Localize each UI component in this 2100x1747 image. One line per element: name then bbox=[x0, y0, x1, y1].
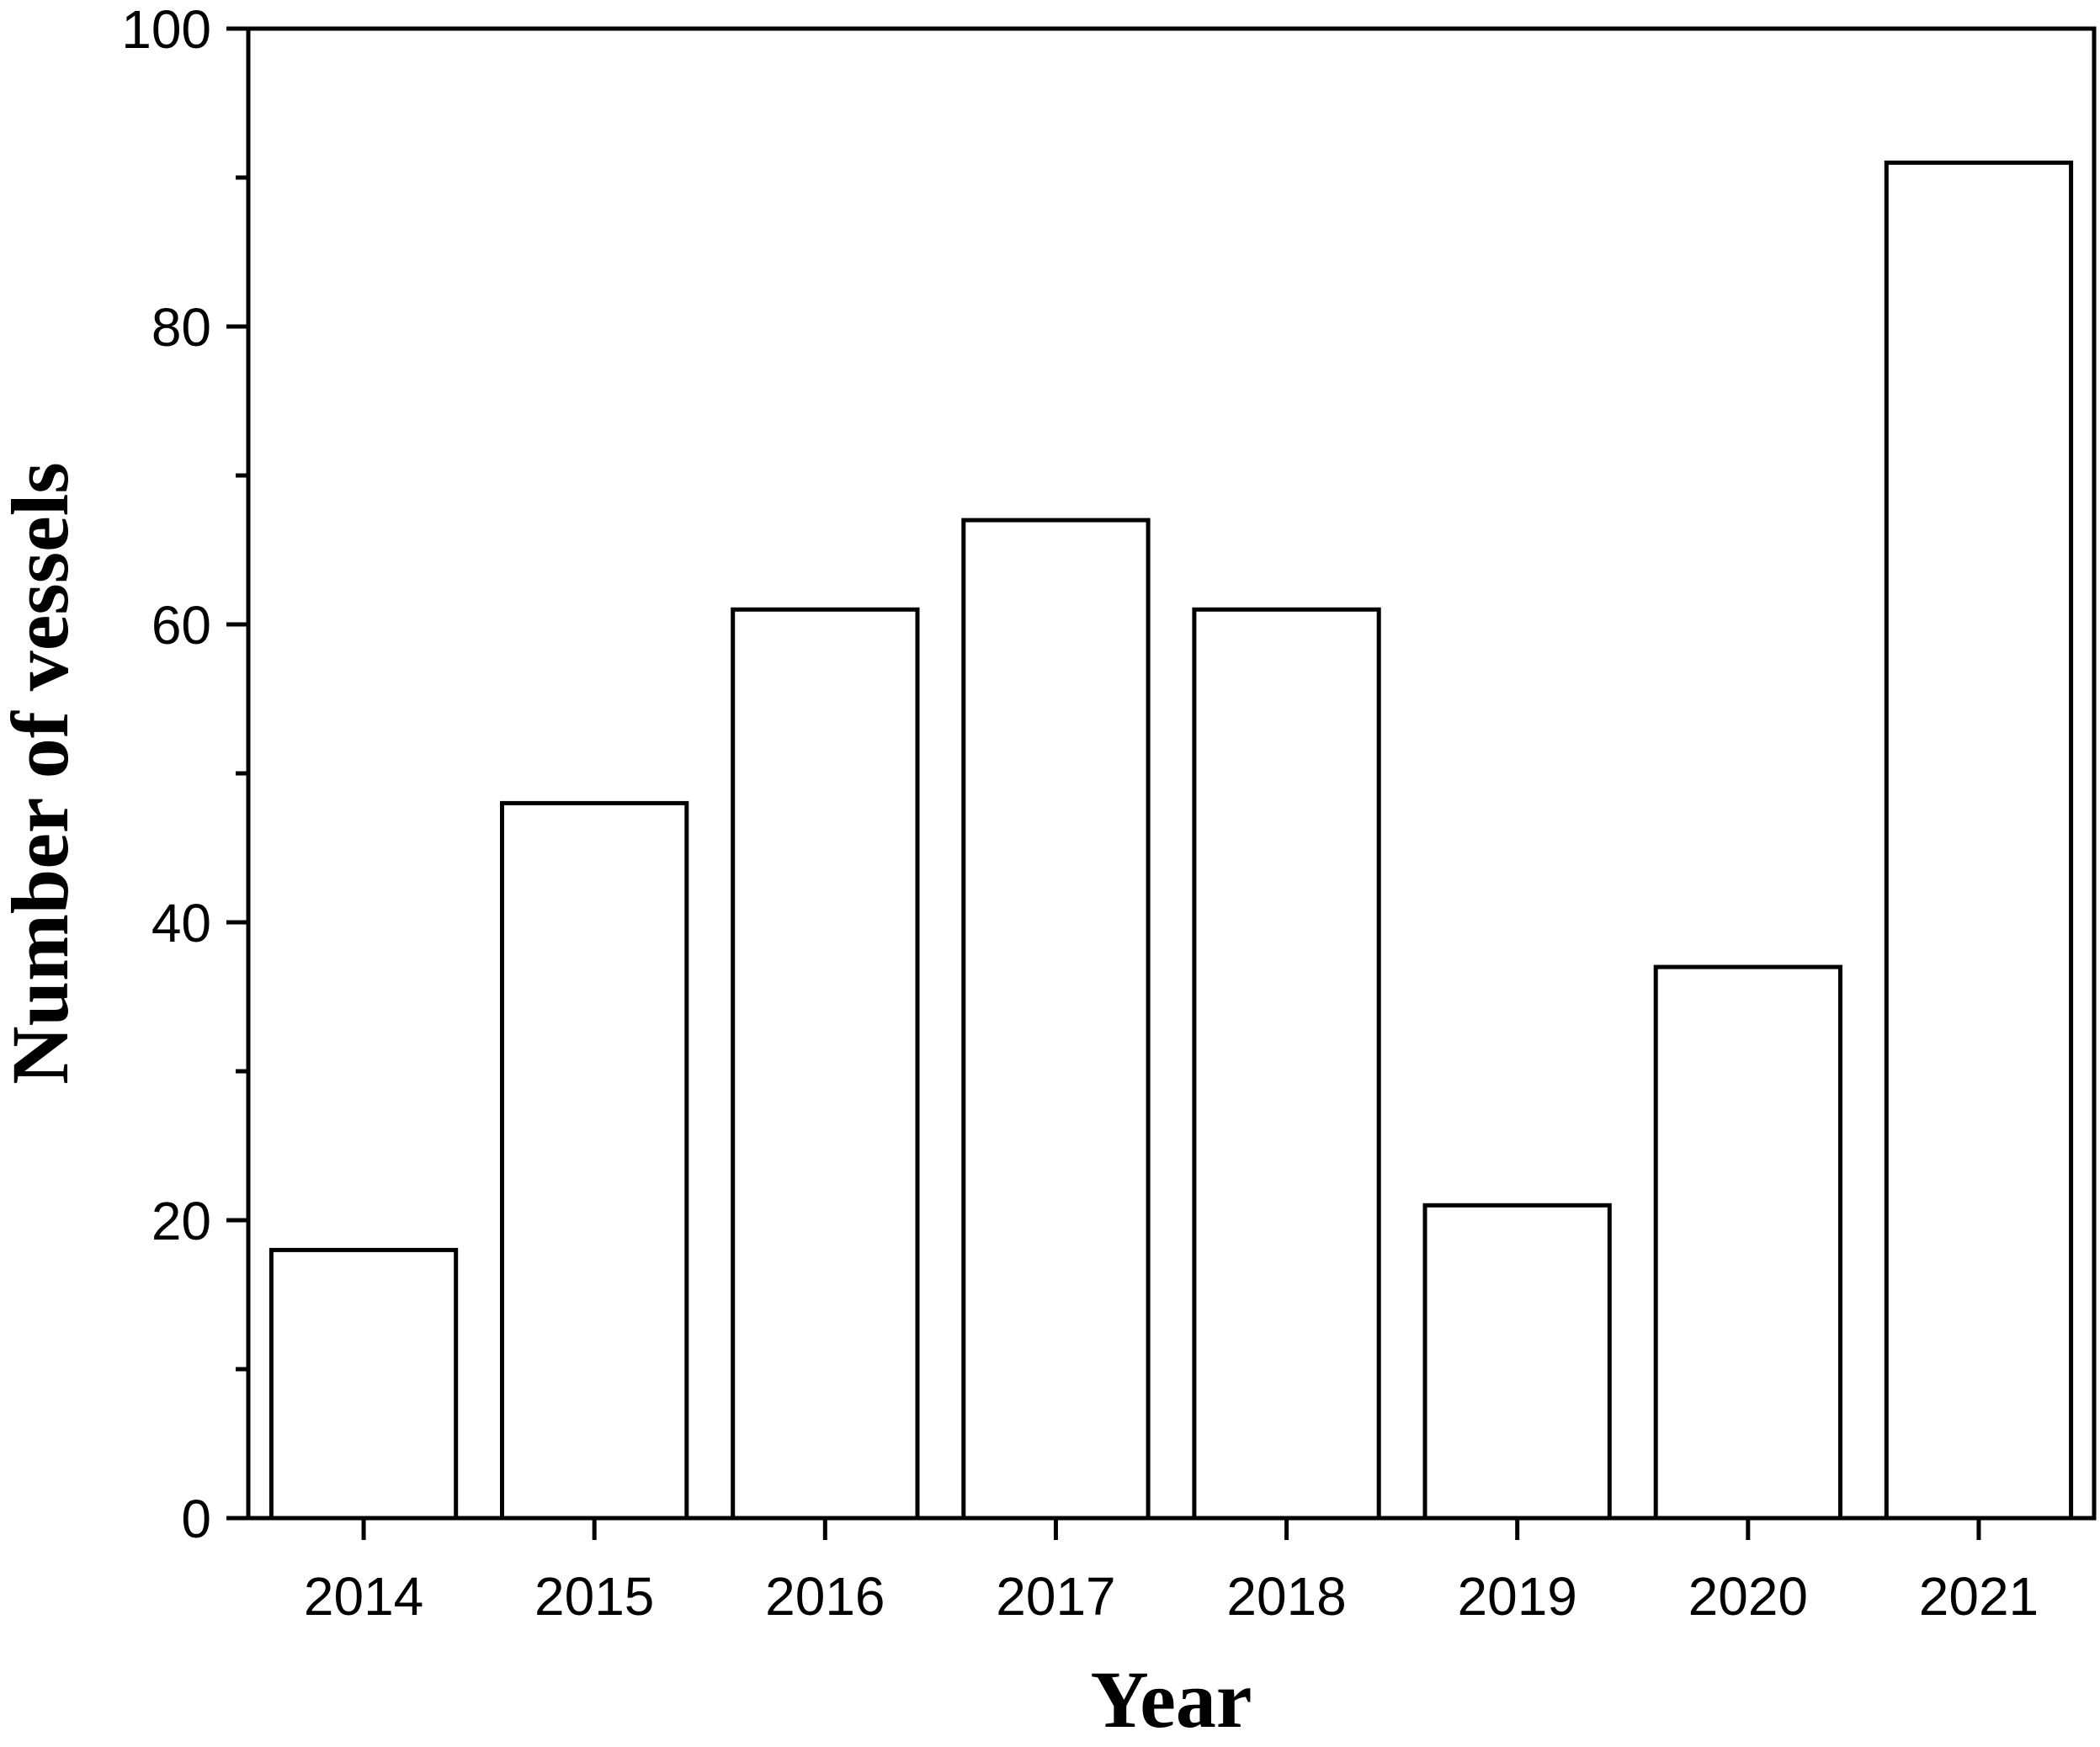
bar-2021 bbox=[1884, 160, 2074, 1521]
x-tick-label: 2019 bbox=[1458, 1566, 1577, 1627]
y-tick-label: 100 bbox=[121, 0, 211, 60]
x-axis-ticks: 2014 2015 2016 2017 2018 2019 2020 2021 bbox=[304, 1518, 2039, 1627]
x-tick-label: 2021 bbox=[1919, 1566, 2039, 1627]
y-tick-label: 20 bbox=[152, 1191, 211, 1251]
bars-group bbox=[268, 160, 2074, 1521]
y-axis-ticks: 0 20 40 60 80 100 bbox=[121, 0, 248, 1549]
y-tick-label: 0 bbox=[181, 1489, 211, 1549]
x-tick-label: 2018 bbox=[1226, 1566, 1346, 1627]
bar-2014 bbox=[268, 1247, 459, 1521]
bar-2019 bbox=[1422, 1203, 1612, 1521]
y-tick-label: 80 bbox=[152, 297, 211, 358]
bar-2017 bbox=[961, 518, 1151, 1521]
y-tick-label: 60 bbox=[152, 595, 211, 656]
x-tick-label: 2016 bbox=[765, 1566, 885, 1627]
bar-2015 bbox=[500, 800, 689, 1521]
bar-2020 bbox=[1653, 964, 1842, 1521]
bar-2016 bbox=[731, 607, 920, 1521]
x-tick-label: 2020 bbox=[1688, 1566, 1808, 1627]
y-tick-label: 40 bbox=[152, 893, 211, 953]
bar-2018 bbox=[1192, 607, 1381, 1521]
x-axis-title: Year bbox=[1091, 1654, 1252, 1744]
x-tick-label: 2017 bbox=[996, 1566, 1115, 1627]
plot-frame bbox=[246, 26, 2097, 1521]
x-tick-label: 2015 bbox=[534, 1566, 654, 1627]
y-axis-title: Number of vessels bbox=[0, 462, 85, 1085]
x-tick-label: 2014 bbox=[304, 1566, 423, 1627]
